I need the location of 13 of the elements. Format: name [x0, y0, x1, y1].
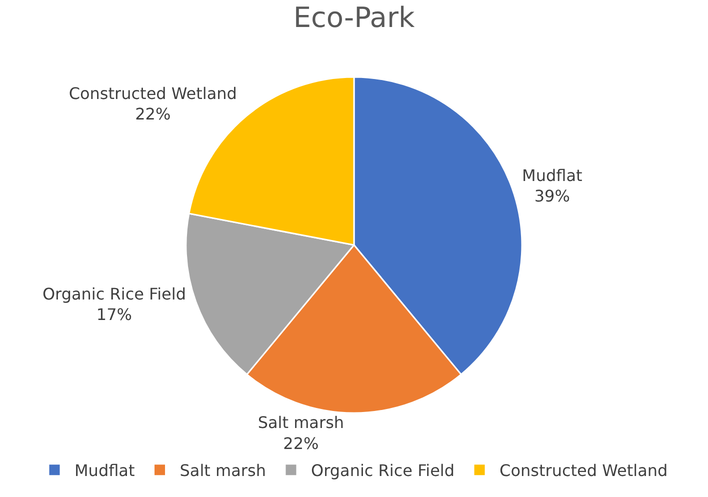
slice-label: Salt marsh — [258, 413, 344, 432]
legend-label: Organic Rice Field — [310, 461, 455, 480]
legend-label: Salt marsh — [180, 461, 266, 480]
data-label: 17% — [96, 305, 132, 324]
chart-title: Eco-Park — [293, 1, 416, 34]
legend-label: Mudflat — [74, 461, 135, 480]
slice-label: Constructed Wetland — [68, 84, 237, 103]
data-label: 39% — [534, 186, 570, 206]
data-label: 22% — [283, 434, 319, 453]
slice-label: Organic Rice Field — [42, 284, 186, 304]
legend-label: Constructed Wetland — [500, 461, 668, 480]
data-label: 22% — [135, 104, 171, 124]
slice-label: Mudflat — [522, 166, 582, 185]
